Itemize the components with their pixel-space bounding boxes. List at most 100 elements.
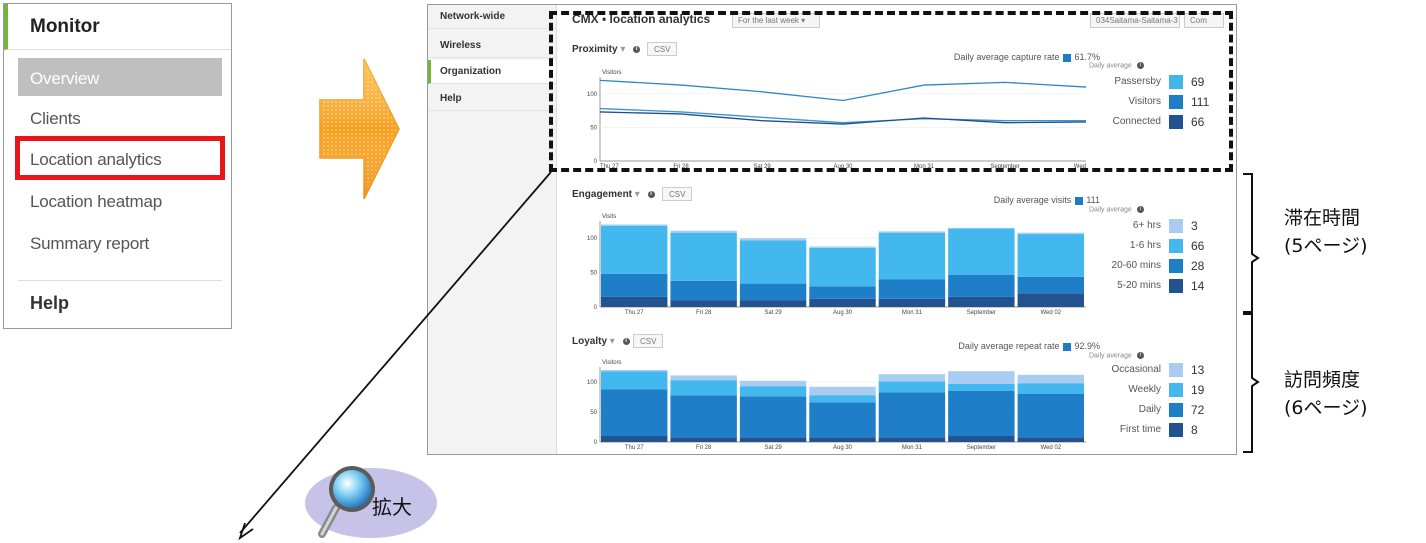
bar-segment (1017, 232, 1084, 235)
page-title: CMX • location analytics (572, 12, 711, 26)
bar-segment (878, 279, 946, 299)
legend-value-20-60-mins: 28 (1191, 259, 1205, 273)
legend-value-connected: 66 (1191, 115, 1205, 129)
y-axis-label: Visitors (602, 360, 622, 366)
x-tick-label: Mon 31 (914, 164, 935, 170)
y-tick-label: 100 (587, 92, 598, 98)
nav-item-help[interactable]: Help (428, 87, 556, 111)
bar-segment (670, 232, 737, 281)
proximity-average-value: 61.7% (1074, 52, 1100, 62)
x-tick-label: Aug 30 (833, 310, 853, 316)
bar-segment (670, 437, 737, 442)
x-tick-label: Thu 27 (625, 310, 644, 316)
loyalty-average: Daily average repeat rate 92.9% (958, 341, 1100, 351)
bar-segment (739, 283, 807, 301)
menu-item-summary-report[interactable]: Summary report (30, 234, 150, 253)
bar-segment (948, 296, 1015, 307)
bar-segment (1017, 234, 1084, 277)
bar-segment (878, 381, 946, 393)
info-icon[interactable]: i (622, 337, 630, 345)
legend-swatch-connected (1169, 115, 1183, 129)
bar-segment (809, 286, 876, 299)
x-tick-label: Fri 28 (673, 164, 689, 170)
x-tick-label: Wed 02 (1040, 310, 1061, 316)
legend-swatch-first-time (1169, 423, 1183, 437)
proximity-csv-button[interactable]: CSV (647, 42, 678, 56)
legend-value-1-6-hrs: 66 (1191, 239, 1205, 253)
x-tick-label: Wed (1074, 164, 1086, 170)
engagement-csv-button[interactable]: CSV (662, 187, 693, 201)
bar-segment (601, 296, 668, 307)
info-icon[interactable]: i (633, 45, 641, 53)
bar-segment (1017, 394, 1084, 438)
proximity-chart: Visitors 0 50 100 Thu 27 Fri 28 Sat 29 Aug 30 Mo… (587, 70, 1087, 170)
y-axis-label: Visits (602, 214, 616, 220)
bar-segment (878, 298, 946, 307)
y-tick-label: 0 (594, 440, 598, 446)
menu-item-location-analytics[interactable]: Location analytics (15, 136, 225, 180)
bar-segment (948, 436, 1015, 442)
right-arrow-icon (319, 58, 400, 200)
menu-item-clients[interactable]: Clients (30, 109, 81, 128)
bar-segment (601, 370, 668, 372)
y-tick-label: 100 (587, 236, 598, 242)
nav-item-organization[interactable]: Organization (428, 60, 556, 84)
bar-segment (601, 389, 668, 436)
engagement-title[interactable]: Engagement ▾ i (572, 189, 655, 200)
x-tick-label: Aug 30 (833, 445, 853, 451)
loyalty-legend-heading: Daily average i (1089, 352, 1144, 359)
side-navigation: Network-wide Wireless Organization Help (428, 5, 557, 454)
bar-segment (601, 371, 668, 390)
info-icon: i (1136, 62, 1144, 69)
bar-segment (670, 280, 737, 301)
nav-item-network-wide[interactable]: Network-wide (428, 5, 556, 29)
legend-swatch-1-6-hrs (1169, 239, 1183, 253)
bar-segment (739, 386, 807, 397)
menu-item-overview[interactable]: Overview (18, 58, 222, 96)
y-tick-label: 50 (590, 410, 597, 416)
bar-segment (670, 300, 737, 307)
loyalty-title[interactable]: Loyalty ▾ i (572, 336, 630, 347)
loyalty-title-text: Loyalty (572, 336, 608, 347)
x-tick-label: September (990, 164, 1019, 170)
legend-swatch-occasional (1169, 363, 1183, 377)
monitor-menu: Monitor Overview Clients Location analyt… (3, 3, 232, 329)
bar-segment (809, 395, 876, 403)
bar-segment (739, 238, 807, 241)
bar-segment (670, 230, 737, 233)
nav-item-wireless[interactable]: Wireless (428, 34, 556, 58)
legend-heading-text: Daily average (1089, 352, 1132, 360)
menu-item-help[interactable]: Help (18, 280, 222, 326)
bar-segment (809, 298, 876, 307)
engagement-annotation-line1: 滞在時間 (1284, 207, 1361, 229)
legend-swatch-20-60-mins (1169, 259, 1183, 273)
x-tick-label: Mon 31 (902, 310, 923, 316)
legend-swatch-daily (1169, 403, 1183, 417)
loyalty-csv-button[interactable]: CSV (633, 334, 664, 348)
legend-value-weekly: 19 (1191, 383, 1205, 397)
x-tick-label: Sat 29 (764, 310, 782, 316)
legend-label-5-20-mins: 5-20 mins (1117, 280, 1161, 291)
legend-value-visitors: 111 (1191, 95, 1210, 109)
bar-segment (1017, 383, 1084, 394)
bar-segment (739, 240, 807, 284)
zoom-pointer-line (239, 171, 552, 534)
legend-swatch-5-20-mins (1169, 279, 1183, 293)
proximity-title[interactable]: Proximity ▾ i (572, 44, 641, 55)
x-tick-label: Aug 30 (833, 164, 853, 170)
x-tick-label: Wed 02 (1040, 445, 1061, 451)
average-swatch (1063, 53, 1072, 62)
x-tick-label: Sat 29 (764, 445, 782, 451)
engagement-annotation-line2: (5ページ) (1284, 235, 1368, 257)
y-tick-label: 0 (594, 305, 598, 311)
x-tick-label: Fri 28 (696, 310, 712, 316)
loyalty-average-value: 92.9% (1074, 341, 1100, 351)
menu-item-location-heatmap[interactable]: Location heatmap (30, 192, 162, 211)
legend-label-occasional: Occasional (1111, 364, 1161, 375)
zoom-label: 拡大 (372, 495, 412, 519)
info-icon[interactable]: i (647, 190, 655, 198)
bar-segment (601, 224, 668, 226)
chevron-down-icon: ▾ (609, 336, 615, 347)
loyalty-annotation-line2: (6ページ) (1284, 397, 1368, 419)
bar-segment (1017, 293, 1084, 307)
